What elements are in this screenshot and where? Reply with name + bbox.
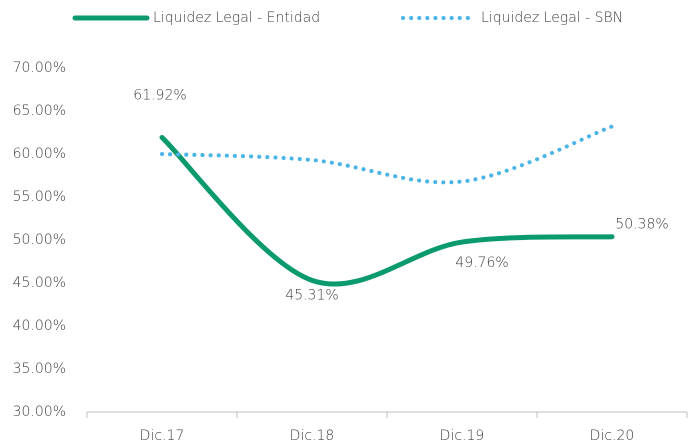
series-line [160, 124, 614, 185]
data-label: 45.31% [285, 287, 338, 303]
y-tick-label: 30.00% [13, 404, 66, 420]
legend-label: Liquidez Legal - Entidad [153, 10, 320, 26]
x-tick-label: Dic.20 [590, 428, 635, 444]
data-label: 50.38% [615, 217, 668, 233]
y-tick-label: 70.00% [13, 60, 66, 76]
x-tick-label: Dic.17 [140, 428, 185, 444]
y-tick-label: 60.00% [13, 146, 66, 162]
x-tick-label: Dic.19 [440, 428, 485, 444]
y-tick-label: 45.00% [13, 275, 66, 291]
y-tick-label: 50.00% [13, 232, 66, 248]
x-tick-label: Dic.18 [290, 428, 335, 444]
y-tick-label: 65.00% [13, 103, 66, 119]
y-tick-label: 35.00% [13, 361, 66, 377]
series-line [159, 134, 615, 287]
data-label: 61.92% [133, 87, 186, 103]
y-tick-label: 55.00% [13, 189, 66, 205]
legend-label: Liquidez Legal - SBN [481, 10, 623, 26]
y-tick-label: 40.00% [13, 318, 66, 334]
data-label: 49.76% [455, 255, 508, 271]
